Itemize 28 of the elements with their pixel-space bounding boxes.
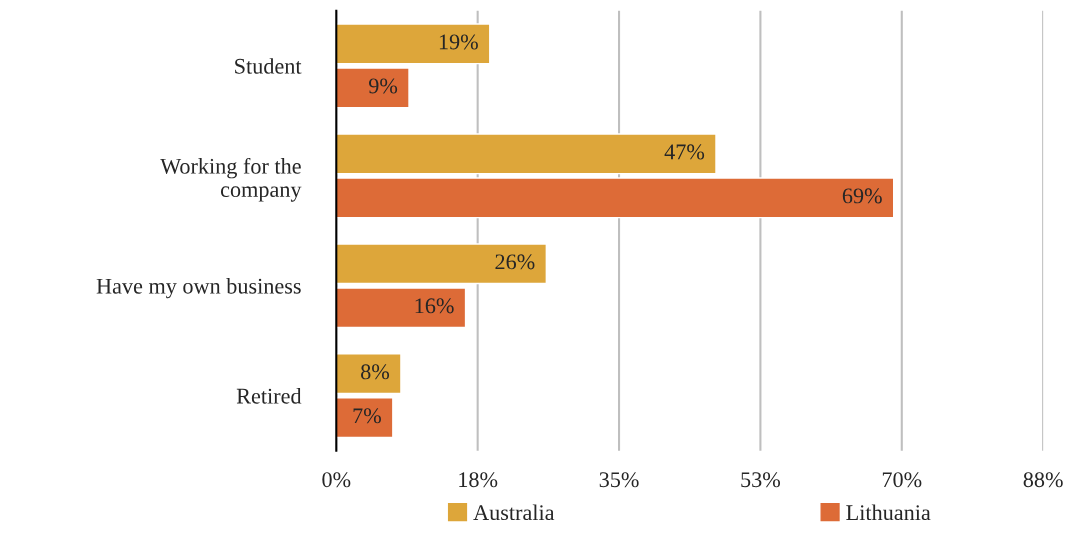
data-label: 9% <box>368 78 398 94</box>
x-tick-label: 0% <box>322 472 351 488</box>
data-label: 16% <box>415 298 454 314</box>
x-tick-label: 88% <box>1023 472 1063 488</box>
legend-label: Australia <box>473 504 555 521</box>
bar <box>336 133 717 175</box>
bar <box>336 287 467 329</box>
x-tick-label: 35% <box>599 472 639 488</box>
bar <box>336 23 491 65</box>
bar <box>336 67 410 109</box>
legend-label: Lithuania <box>846 504 931 521</box>
bar <box>336 397 394 439</box>
data-label: 69% <box>842 188 882 204</box>
bar <box>336 353 402 395</box>
y-tick-label: Have my own business <box>96 278 301 299</box>
x-tick-label: 18% <box>459 472 498 488</box>
data-label: 7% <box>353 408 381 424</box>
data-label: 47% <box>664 144 705 160</box>
x-tick-label: 70% <box>882 472 922 488</box>
data-label: 8% <box>361 364 390 380</box>
data-label: 26% <box>495 254 535 270</box>
y-tick-label: Working for the company <box>160 157 302 202</box>
y-tick-label: Student <box>235 58 302 74</box>
data-label: 19% <box>439 34 478 50</box>
y-tick-label: Retired <box>236 388 302 404</box>
bar <box>336 177 895 219</box>
x-tick-label: 53% <box>741 472 781 488</box>
bar <box>336 243 548 285</box>
